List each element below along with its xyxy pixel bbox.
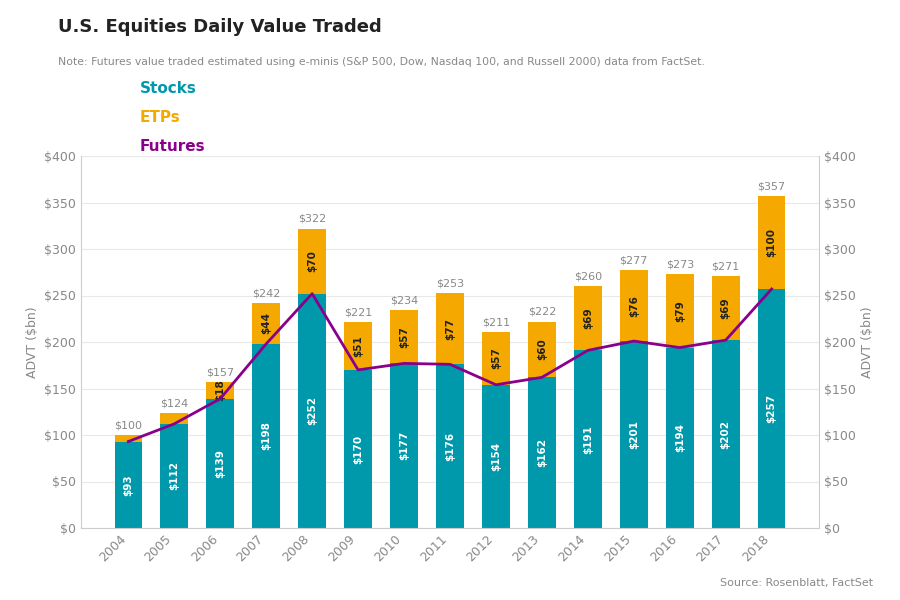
Text: $252: $252 [307,397,317,425]
Text: $253: $253 [436,278,464,288]
Bar [482,332,509,385]
Text: $177: $177 [399,431,409,460]
Text: $18: $18 [215,379,225,401]
Bar [345,370,372,528]
Text: $234: $234 [390,296,418,306]
Bar [114,435,142,442]
Bar [758,289,786,528]
Text: $257: $257 [767,394,777,423]
Bar [436,293,464,364]
Text: $112: $112 [169,461,179,490]
Text: $322: $322 [298,214,327,224]
Bar [252,344,280,528]
Text: $76: $76 [629,295,639,317]
Text: $57: $57 [491,347,501,369]
Bar [391,310,418,364]
Text: $273: $273 [666,259,694,269]
Text: $170: $170 [353,434,363,464]
Bar [391,364,418,528]
Text: $69: $69 [583,307,593,329]
Text: ETPs: ETPs [140,110,180,125]
Text: Source: Rosenblatt, FactSet: Source: Rosenblatt, FactSet [720,578,873,588]
Text: $194: $194 [675,423,685,452]
Bar [206,399,234,528]
Bar [712,340,740,528]
Text: $51: $51 [353,335,363,357]
Bar [160,413,188,424]
Text: U.S. Equities Daily Value Traded: U.S. Equities Daily Value Traded [58,18,382,36]
Text: $277: $277 [619,256,648,266]
Bar [620,271,648,341]
Text: $79: $79 [675,300,685,322]
Bar [758,196,786,289]
Text: $93: $93 [123,474,133,496]
Bar [482,385,509,528]
Text: $201: $201 [629,420,639,449]
Bar [345,322,372,370]
Y-axis label: ADVT ($bn): ADVT ($bn) [861,306,874,378]
Text: $69: $69 [721,297,731,319]
Text: $154: $154 [491,442,501,471]
Text: $202: $202 [721,419,731,449]
Text: $221: $221 [344,308,373,318]
Text: $124: $124 [160,398,188,408]
Bar [114,442,142,528]
Bar [160,424,188,528]
Text: $100: $100 [114,421,142,430]
Text: $271: $271 [712,262,740,271]
Text: Futures: Futures [140,139,205,154]
Text: Note: Futures value traded estimated using e-minis (S&P 500, Dow, Nasdaq 100, an: Note: Futures value traded estimated usi… [58,57,706,67]
Bar [574,350,601,528]
Bar [528,377,555,528]
Y-axis label: ADVT ($bn): ADVT ($bn) [26,306,39,378]
Bar [299,293,326,528]
Bar [574,286,601,350]
Text: Stocks: Stocks [140,81,196,96]
Text: $357: $357 [758,181,786,191]
Bar [436,364,464,528]
Bar [206,382,234,399]
Text: $157: $157 [206,367,234,377]
Bar [299,229,326,293]
Bar [528,322,555,377]
Text: $44: $44 [261,313,271,334]
Bar [620,341,648,528]
Text: $139: $139 [215,449,225,478]
Bar [252,303,280,344]
Text: $57: $57 [399,326,409,348]
Text: $162: $162 [537,438,547,467]
Text: $176: $176 [445,431,455,461]
Text: $77: $77 [445,317,455,340]
Text: $260: $260 [574,272,602,281]
Text: $211: $211 [482,317,510,327]
Bar [712,276,740,340]
Text: $222: $222 [527,307,556,317]
Text: $198: $198 [261,421,271,451]
Text: $60: $60 [537,338,547,361]
Bar [666,347,694,528]
Text: $70: $70 [307,250,317,272]
Bar [666,274,694,347]
Text: $100: $100 [767,228,777,257]
Text: $242: $242 [252,288,281,298]
Text: $191: $191 [583,425,593,454]
